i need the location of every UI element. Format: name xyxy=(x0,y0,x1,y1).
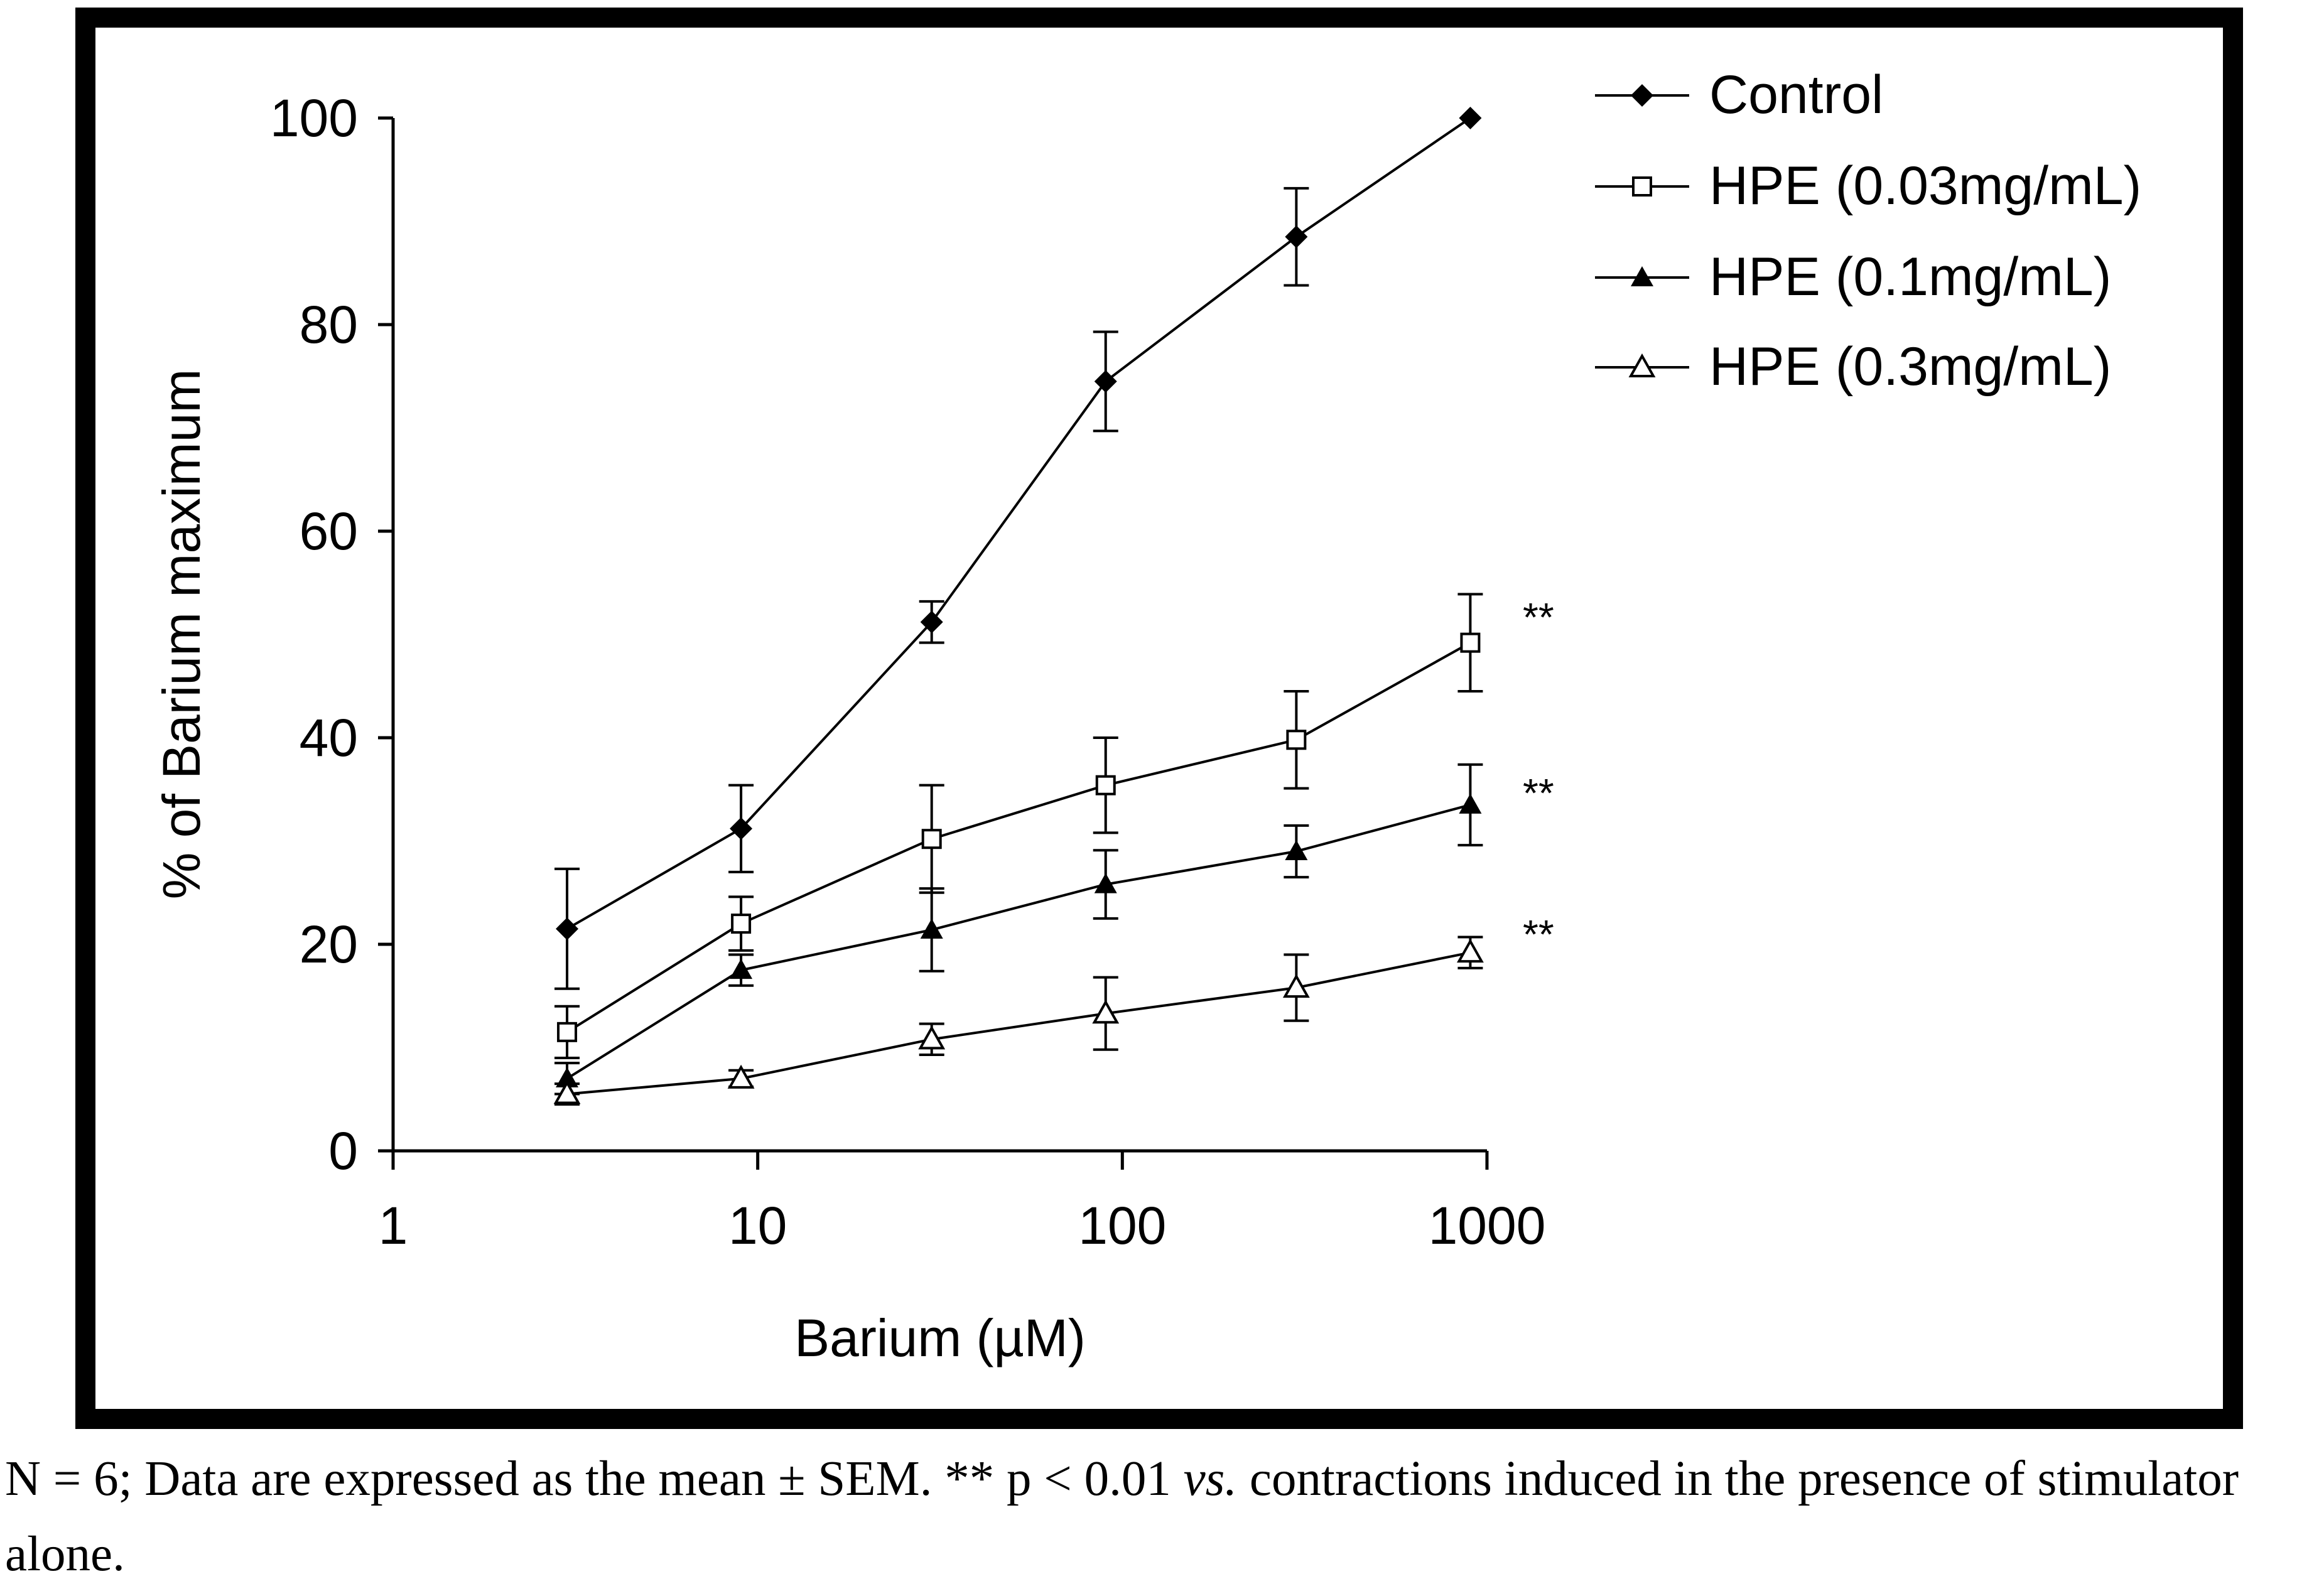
data-point xyxy=(1457,939,1484,963)
x-tick-label: 1 xyxy=(379,1196,408,1255)
series-line xyxy=(566,117,1471,930)
data-point xyxy=(1094,873,1117,893)
series-1 xyxy=(554,593,1483,1059)
data-point xyxy=(556,1067,579,1087)
legend-label-hpe-03: HPE (0.3mg/mL) xyxy=(1709,337,2111,397)
y-tick-label: 100 xyxy=(270,89,358,148)
data-point xyxy=(1094,370,1117,393)
x-tick-label: 1000 xyxy=(1429,1196,1546,1255)
figure-caption: N = 6; Data are expressed as the mean ± … xyxy=(5,1442,2316,1592)
data-point xyxy=(1459,107,1482,129)
y-tick-label: 20 xyxy=(300,915,358,974)
caption-text-vs: vs. xyxy=(1183,1452,1238,1506)
legend-marker-hpe-003 xyxy=(1632,176,1652,197)
data-point xyxy=(553,1080,581,1104)
y-tick-label: 40 xyxy=(300,708,358,767)
legend-marker-control xyxy=(1631,84,1653,107)
legend-item-control: Control xyxy=(1595,65,1883,125)
data-point xyxy=(1460,632,1481,653)
series-line xyxy=(566,951,1471,1096)
legend-label-control: Control xyxy=(1709,65,1883,125)
legend-item-hpe-003: HPE (0.03mg/mL) xyxy=(1595,156,2141,216)
series-line xyxy=(566,641,1471,1033)
data-point xyxy=(1286,730,1307,750)
y-tick-label: 80 xyxy=(300,295,358,354)
series-3 xyxy=(553,935,1484,1106)
data-point xyxy=(730,959,753,979)
caption-text-part1: N = 6; Data are expressed as the mean ± … xyxy=(5,1452,1184,1506)
legend-label-hpe-003: HPE (0.03mg/mL) xyxy=(1709,156,2141,216)
chart-frame xyxy=(75,8,2243,1429)
data-point xyxy=(921,829,942,849)
data-point xyxy=(1285,839,1308,860)
significance-annotation-hpe-003: ** xyxy=(1523,595,1554,640)
legend-item-hpe-03: HPE (0.3mg/mL) xyxy=(1595,337,2111,397)
data-point xyxy=(731,914,752,934)
legend-label-hpe-01: HPE (0.1mg/mL) xyxy=(1709,247,2111,307)
caption-text-part2: contractions induced in the presence of … xyxy=(5,1452,2239,1582)
series-0 xyxy=(554,107,1482,990)
legend-marker-hpe-01 xyxy=(1631,266,1653,286)
series-line xyxy=(566,803,1471,1080)
data-point xyxy=(1092,1000,1120,1024)
data-point xyxy=(557,1022,578,1042)
y-tick-label: 0 xyxy=(328,1121,358,1180)
legend-marker-hpe-03 xyxy=(1628,353,1656,377)
significance-annotation-hpe-03: ** xyxy=(1523,912,1554,957)
data-point xyxy=(920,918,943,939)
y-axis-label: % of Barium maximum xyxy=(152,369,211,900)
x-tick-label: 100 xyxy=(1078,1196,1166,1255)
data-point xyxy=(1282,974,1310,998)
data-point xyxy=(920,610,943,634)
x-axis-label: Barium (µM) xyxy=(794,1308,1086,1367)
data-point xyxy=(556,917,579,941)
legend: Control HPE (0.03mg/mL) HPE (0.1mg/mL) H… xyxy=(1595,65,2141,397)
data-point xyxy=(1285,225,1308,249)
data-point xyxy=(918,1025,946,1050)
significance-annotation-hpe-01: ** xyxy=(1523,770,1554,816)
legend-item-hpe-01: HPE (0.1mg/mL) xyxy=(1595,247,2111,307)
series-2 xyxy=(554,763,1483,1096)
data-point xyxy=(727,1064,755,1089)
data-point xyxy=(1459,793,1482,814)
y-tick-label: 60 xyxy=(300,502,358,561)
data-point xyxy=(730,817,753,840)
x-tick-label: 10 xyxy=(728,1196,787,1255)
data-point xyxy=(1095,775,1116,795)
